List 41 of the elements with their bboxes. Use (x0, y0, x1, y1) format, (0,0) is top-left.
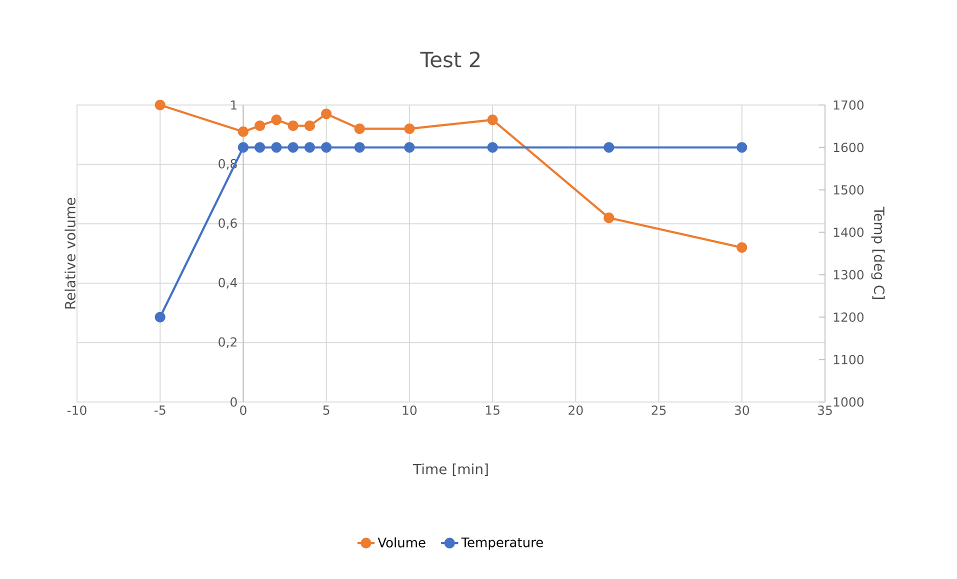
x-tick-label: 35 (818, 406, 832, 415)
y2-tick-label: 1100 (834, 354, 864, 364)
y-tick-label: 0,2 (218, 337, 236, 348)
y-tick-label: 0 (230, 397, 237, 407)
point (304, 120, 316, 132)
point (238, 126, 249, 138)
y-tick-label: 0,6 (218, 218, 237, 230)
x-tick-label: 10 (402, 406, 417, 415)
chart-title: Test 2 (420, 52, 480, 68)
legend-label: Temperature (461, 538, 543, 550)
y2-tick-label: 1700 (834, 100, 864, 110)
point (487, 114, 498, 126)
point (321, 108, 332, 120)
y2-tick-label: 1200 (834, 312, 864, 322)
point (736, 242, 748, 253)
point (354, 123, 365, 134)
y2-tick-label: 1400 (834, 228, 864, 238)
y2-tick-label: 1300 (834, 270, 864, 280)
point (404, 123, 415, 134)
point (271, 114, 282, 126)
x-tick-label: -10 (67, 406, 86, 415)
y2-axis-title: Temp [deg C] (871, 206, 885, 299)
x-tick-label: 5 (323, 406, 330, 415)
y-tick-label: 0,4 (218, 278, 237, 289)
point (254, 120, 266, 132)
y2-tick-label: 1600 (834, 142, 864, 152)
y-tick-label: 1 (231, 100, 237, 110)
point (288, 120, 298, 132)
x-axis-title: Time [min] (412, 464, 488, 476)
y-axis-title: Relative volume (64, 198, 76, 309)
point (154, 100, 166, 110)
x-tick-label: 25 (652, 406, 666, 415)
x-tick-label: 30 (734, 406, 750, 415)
x-tick-label: 0 (240, 406, 246, 415)
y2-tick-label: 1000 (834, 397, 864, 407)
legend-label: Volume (378, 537, 426, 548)
y2-tick-label: 1500 (834, 185, 864, 195)
x-tick-label: 15 (486, 406, 500, 415)
point (604, 212, 614, 224)
x-tick-label: 20 (568, 406, 583, 415)
x-tick-label: -5 (154, 406, 166, 415)
